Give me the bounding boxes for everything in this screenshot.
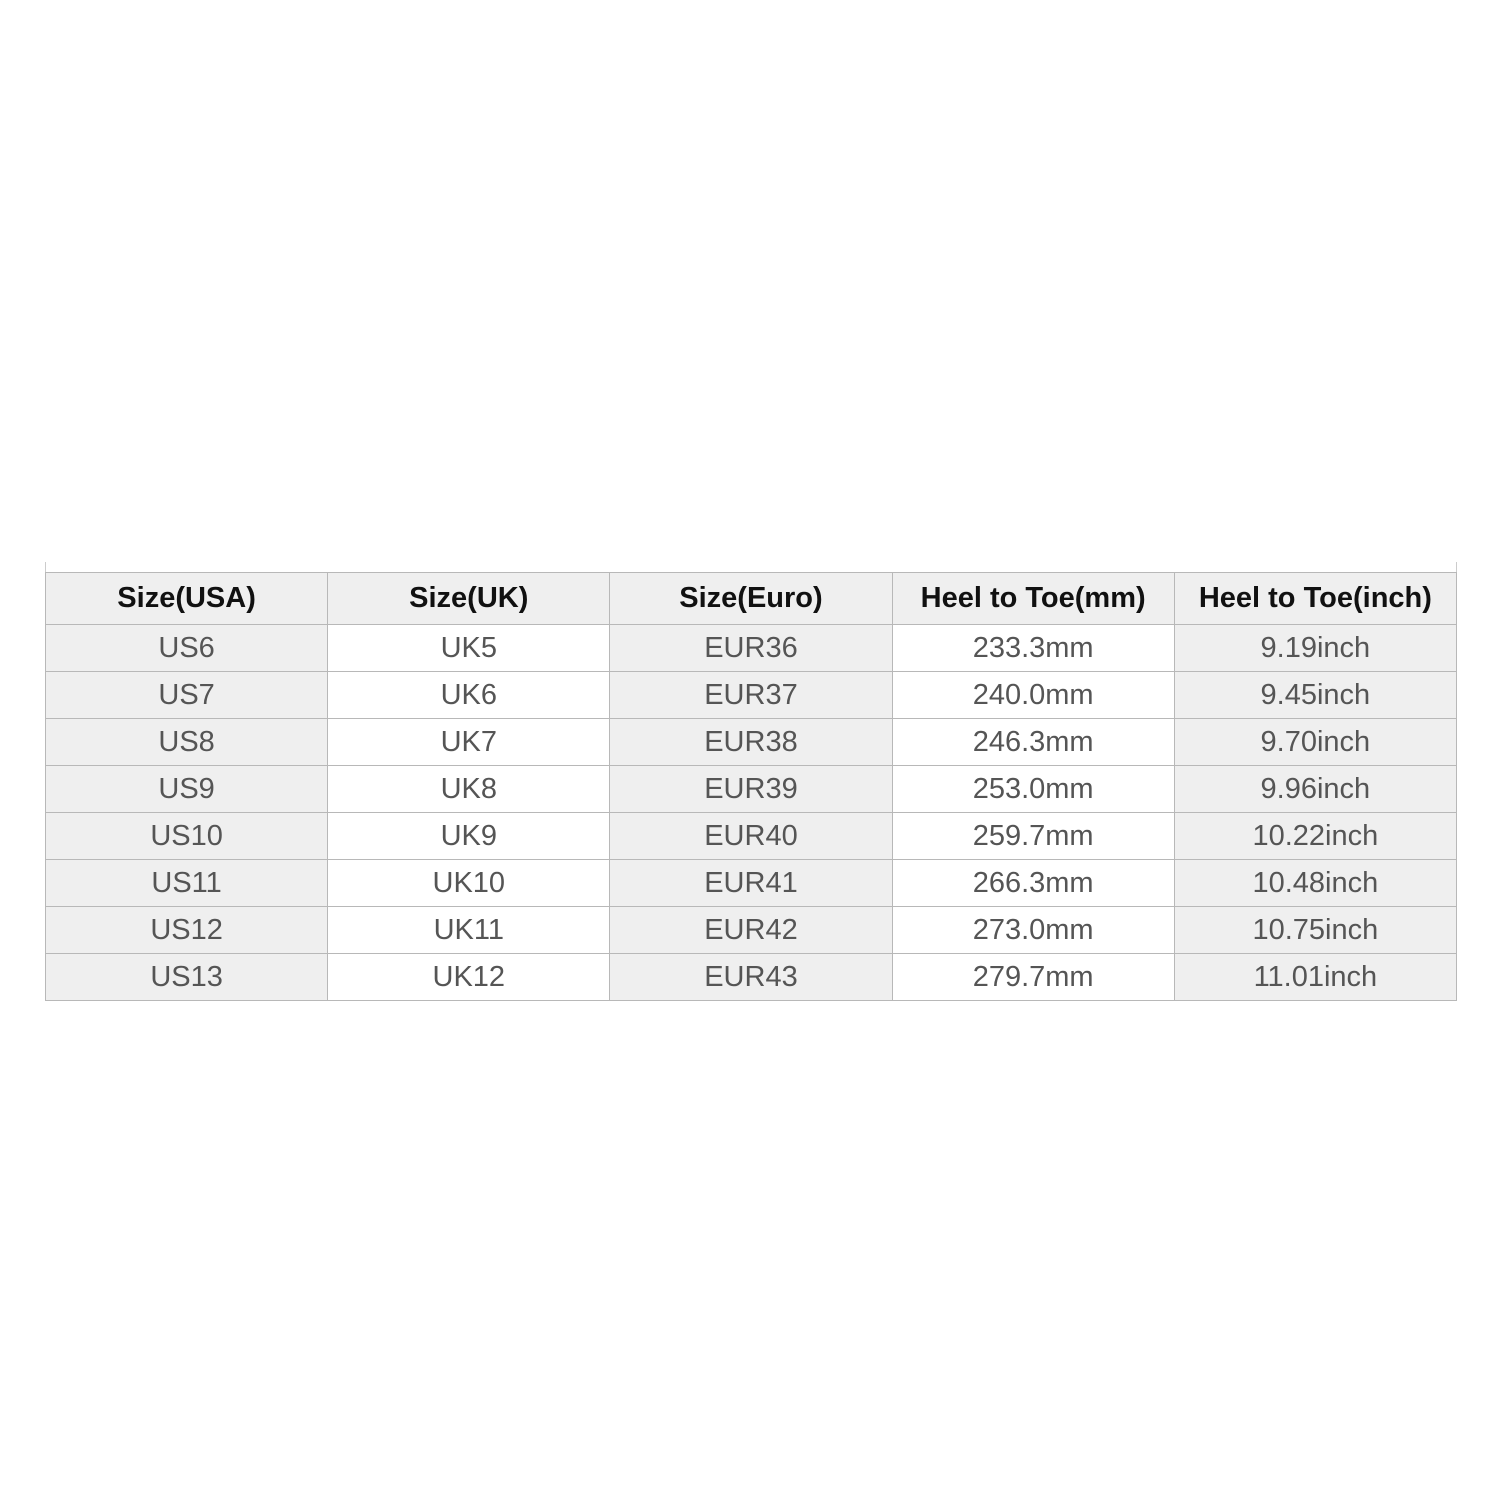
table-cell: EUR43 [609,953,893,1001]
table-cell: 9.96inch [1173,765,1458,813]
table-row: US10 UK9 EUR40 259.7mm 10.22inch [44,812,1458,860]
table-cell: 253.0mm [891,765,1175,813]
table-row: US7 UK6 EUR37 240.0mm 9.45inch [44,671,1458,719]
table-cell: EUR42 [609,906,893,954]
header-cell: Size(Euro) [609,572,893,625]
table-cell: UK8 [327,765,611,813]
table-cell: UK7 [327,718,611,766]
table-cell: 273.0mm [891,906,1175,954]
table-cell: UK5 [327,624,611,672]
table-cell: 9.45inch [1173,671,1458,719]
table-cell: 259.7mm [891,812,1175,860]
table-cell: 233.3mm [891,624,1175,672]
header-cell: Size(USA) [44,572,329,625]
table-cell: US8 [44,718,329,766]
table-cell: UK6 [327,671,611,719]
table-cell: 240.0mm [891,671,1175,719]
table-cell: EUR37 [609,671,893,719]
header-cell: Heel to Toe(mm) [891,572,1175,625]
table-cell: 10.48inch [1173,859,1458,907]
table-cell: 9.19inch [1173,624,1458,672]
table-cell: 10.22inch [1173,812,1458,860]
table-cell: 9.70inch [1173,718,1458,766]
table-cell: US6 [44,624,329,672]
table-row: US13 UK12 EUR43 279.7mm 11.01inch [44,953,1458,1001]
table-cell: US10 [44,812,329,860]
table-row: US8 UK7 EUR38 246.3mm 9.70inch [44,718,1458,766]
table-row: US11 UK10 EUR41 266.3mm 10.48inch [44,859,1458,907]
table-row: US9 UK8 EUR39 253.0mm 9.96inch [44,765,1458,813]
table-frame [45,562,1457,572]
header-cell: Size(UK) [327,572,611,625]
table-row: US12 UK11 EUR42 273.0mm 10.75inch [44,906,1458,954]
table-body: US6 UK5 EUR36 233.3mm 9.19inch US7 UK6 EUR37 240… [44,624,1458,1001]
table-cell: UK12 [327,953,611,1001]
table-cell: 11.01inch [1173,953,1458,1001]
table-row: US6 UK5 EUR36 233.3mm 9.19inch [44,624,1458,672]
table-cell: US12 [44,906,329,954]
size-table: Size(USA) Size(UK) Size(Euro) Heel to Toe(m… [44,572,1458,1001]
table-cell: EUR36 [609,624,893,672]
table-cell: EUR38 [609,718,893,766]
table-cell: EUR41 [609,859,893,907]
table-cell: 266.3mm [891,859,1175,907]
table-cell: US11 [44,859,329,907]
table-cell: UK9 [327,812,611,860]
table-cell: 279.7mm [891,953,1175,1001]
table-cell: EUR40 [609,812,893,860]
table-cell: US13 [44,953,329,1001]
header-cell: Heel to Toe(inch) [1173,572,1458,625]
table-cell: UK10 [327,859,611,907]
table-cell: UK11 [327,906,611,954]
header-row: Size(USA) Size(UK) Size(Euro) Heel to Toe(m… [44,572,1458,625]
table-cell: 10.75inch [1173,906,1458,954]
table-cell: EUR39 [609,765,893,813]
table-cell: US9 [44,765,329,813]
table-cell: US7 [44,671,329,719]
table-cell: 246.3mm [891,718,1175,766]
